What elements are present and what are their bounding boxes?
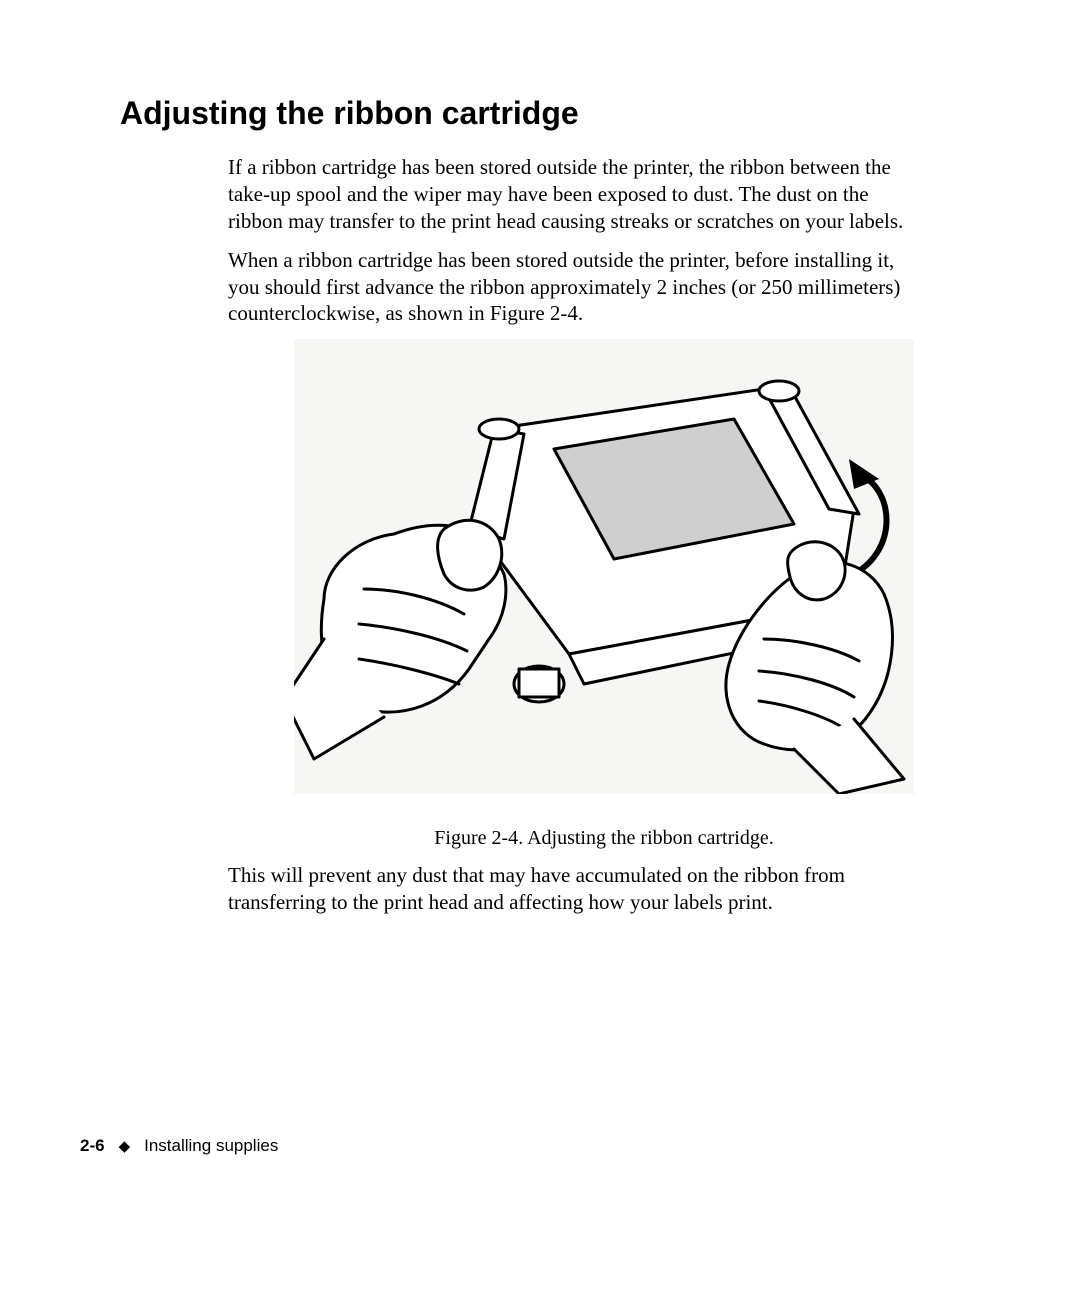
figure-wrap: Figure 2-4. Adjusting the ribbon cartrid… bbox=[294, 339, 914, 850]
section-heading: Adjusting the ribbon cartridge bbox=[120, 95, 960, 132]
figure-caption-rest: . Adjusting the ribbon cartridge. bbox=[518, 827, 774, 849]
page: Adjusting the ribbon cartridge If a ribb… bbox=[0, 0, 1080, 1311]
paragraph-3: This will prevent any dust that may have… bbox=[228, 862, 908, 916]
figure-caption: Figure 2-4. Adjusting the ribbon cartrid… bbox=[294, 827, 914, 850]
page-number: 2-6 bbox=[80, 1136, 105, 1156]
footer-separator-icon: ◆ bbox=[119, 1137, 131, 1155]
figure-label: Figure 2-4 bbox=[434, 827, 518, 849]
paragraph-2: When a ribbon cartridge has been stored … bbox=[228, 247, 908, 328]
body-block: If a ribbon cartridge has been stored ou… bbox=[228, 154, 908, 916]
figure-illustration bbox=[294, 339, 914, 794]
paragraph-1: If a ribbon cartridge has been stored ou… bbox=[228, 154, 908, 235]
page-footer: 2-6 ◆ Installing supplies bbox=[80, 1136, 278, 1156]
footer-section-title: Installing supplies bbox=[144, 1136, 278, 1156]
